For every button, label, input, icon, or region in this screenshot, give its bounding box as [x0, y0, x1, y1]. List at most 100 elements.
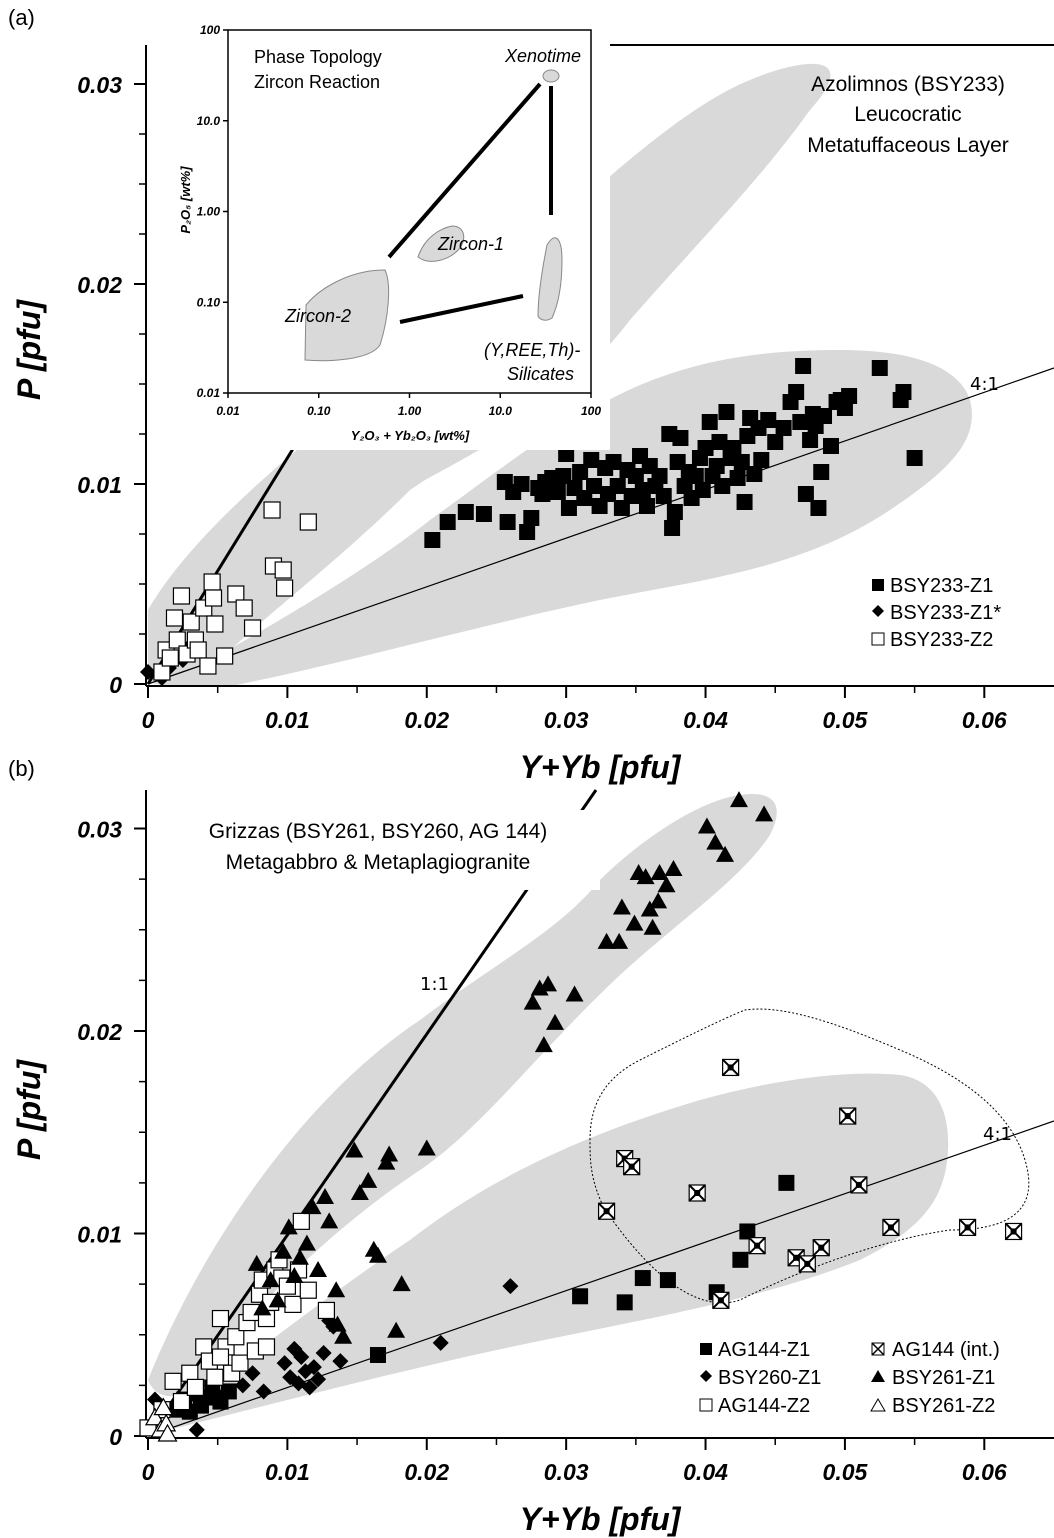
panel-b-legend-label-bsy260-z1: BSY260-Z1	[718, 1367, 821, 1389]
panel-a-point-bsy233-z1	[895, 384, 912, 400]
panel-a-x-tick-label: 0.02	[404, 707, 449, 733]
panel-b-point-bsy261-z1	[392, 1275, 411, 1292]
panel-a-point-bsy233-z2	[243, 619, 262, 637]
inset-field-silicates	[537, 237, 563, 321]
panel-a-point-bsy233-z1	[841, 388, 858, 404]
panel-b-point-bsy261-z1	[316, 1188, 335, 1205]
inset-chart: 0.01 0.10 1.00 10.0 100 0.01 0.10 1.00 10.0 100 P…	[170, 23, 610, 450]
panel-a-x-tick-label: 0	[142, 707, 155, 733]
panel-b-x-tick-label: 0	[142, 1459, 155, 1485]
panel-a-point-bsy233-z1	[701, 414, 718, 430]
panel-b-ag144-int-outline	[589, 1008, 1030, 1304]
panel-b-point-bsy261-z1	[755, 805, 774, 822]
panel-a-point-bsy233-z2	[274, 561, 292, 579]
panel-b-x-tick-label: 0.04	[683, 1459, 728, 1485]
panel-b-point-ag144-int	[839, 1107, 857, 1125]
panel-a-point-bsy233-z1	[775, 420, 792, 436]
inset-label-zircon-1: Zircon-1	[437, 234, 504, 254]
panel-b-point-bsy261-z1	[539, 975, 558, 992]
panel-b-point-ag144-z1	[739, 1223, 756, 1240]
panel-a-point-bsy233-z2	[161, 649, 179, 667]
panel-b-point-bsy261-z1	[328, 1315, 347, 1332]
panel-b-point-bsy261-z1	[350, 1184, 369, 1200]
panel-a-annotation-line-1: Azolimnos (BSY233)	[811, 73, 1005, 96]
panel-a-point-bsy233-z1	[687, 468, 704, 484]
panel-b-point-ag144-z2	[211, 1309, 230, 1328]
panel-a-legend-marker-bsy233-z1-star	[872, 605, 884, 617]
panel-a-point-bsy233-z1	[634, 482, 651, 498]
panel-b-point-bsy261-z1	[253, 1299, 272, 1316]
panel-b-annotation: Grizzas (BSY261, BSY260, AG 144) Metagab…	[160, 810, 600, 890]
panel-b-x-tick-label: 0.05	[823, 1459, 869, 1485]
panel-b-legend-marker-ag144-z1	[700, 1343, 712, 1355]
panel-a-point-bsy233-z1	[906, 450, 923, 466]
panel-a-point-bsy233-z1	[736, 494, 753, 510]
panel-a-point-bsy233-z2	[189, 641, 207, 659]
panel-b-point-ag144-z2	[292, 1212, 310, 1230]
panel-a-point-bsy233-z1	[767, 434, 784, 450]
panel-b-legend-marker-bsy261-z2	[870, 1398, 886, 1412]
panel-a-point-bsy233-z1	[697, 440, 714, 456]
panel-b-point-ag144-int	[798, 1255, 816, 1273]
panel-a-point-bsy233-z1	[810, 500, 827, 516]
panel-b-point-bsy261-z1	[285, 1267, 304, 1284]
panel-b-point-ag144-int	[850, 1176, 868, 1194]
panel-b-point-bsy260-z1	[332, 1353, 349, 1370]
panel-a-legend-label-bsy233-z2: BSY233-Z2	[890, 629, 993, 651]
panel-b-point-ag144-z1	[778, 1174, 795, 1191]
panel-b-point-ag144-int	[748, 1236, 766, 1255]
panel-b-x-tick-label: 0.02	[404, 1459, 449, 1485]
panel-a: (a) 4:1 0 0.01 0.02 0.03 0.04 0.05 0.0600.010.…	[8, 5, 1054, 785]
panel-a-annotation-line-2: Leucocratic	[854, 103, 961, 126]
panel-a-legend-label-bsy233-z1-star: BSY233-Z1*	[890, 602, 1001, 624]
panel-b-point-bsy261-z2	[157, 1423, 178, 1442]
panel-b-legend-label-ag144-z1: AG144-Z1	[718, 1339, 810, 1361]
inset-y-tick-label: 0.01	[197, 386, 221, 400]
panel-a-point-bsy233-z1	[586, 478, 603, 494]
panel-b-axes: 0 0.01 0.02 0.03 0.04 0.05 0.06 0 0.01 0.02 0.03	[77, 790, 1054, 1485]
panel-a-point-bsy233-z1	[813, 464, 830, 480]
panel-a-point-bsy233-z2	[206, 615, 224, 633]
panel-b-refline-1to1	[146, 789, 598, 1437]
panel-b-ticks: 0 0.01 0.02 0.03 0.04 0.05 0.06 0 0.01 0.02 0.03	[77, 817, 1007, 1486]
panel-a-point-bsy233-z2	[168, 631, 186, 649]
panel-a-point-bsy233-z2	[182, 613, 200, 631]
inset-field-xenotime	[542, 69, 560, 83]
panel-a-x-tick-label: 0.03	[544, 707, 589, 733]
panel-b-point-bsy261-z1	[320, 1212, 339, 1229]
panel-b-point-bsy261-z1	[565, 985, 584, 1002]
panel-a-point-bsy233-z2	[172, 587, 191, 605]
panel-a-point-bsy233-z1	[746, 466, 763, 482]
panel-b-y-tick-label: 0.02	[77, 1019, 122, 1045]
panel-b-legend-marker-ag144-int	[871, 1342, 885, 1356]
panel-b-point-bsy261-z1	[597, 932, 616, 949]
panel-a-point-bsy233-z1	[651, 468, 668, 484]
panel-b-xlabel: Y+Yb [pfu]	[520, 1501, 682, 1537]
panel-a-point-bsy233-z1	[583, 452, 600, 468]
panel-b-point-ag144-int	[712, 1291, 730, 1310]
panel-b-point-bsy260-z1	[305, 1359, 322, 1376]
panel-b-point-bsy261-z1	[650, 864, 669, 881]
panel-b-point-bsy261-z1	[612, 898, 631, 915]
panel-a-label: (a)	[8, 5, 35, 30]
panel-a-point-bsy233-z1	[439, 514, 456, 530]
panel-a-point-bsy233-z1	[711, 434, 728, 450]
panel-a-point-bsy233-z1	[822, 438, 839, 454]
panel-b-x-tick-label: 0.01	[265, 1459, 310, 1485]
inset-y-tick-label: 10.0	[197, 114, 221, 128]
panel-a-point-bsy233-z1	[733, 454, 750, 470]
panel-b-point-ag144-int	[1004, 1222, 1023, 1241]
inset-frame	[227, 29, 592, 394]
inset-ticks: 0.01 0.10 1.00 10.0 100 0.01 0.10 1.00 10.0 100	[197, 23, 602, 418]
panel-b-point-ag144-z2	[231, 1354, 249, 1372]
inset-x-tick-label: 10.0	[489, 404, 513, 418]
inset-field-zircon-2	[304, 269, 390, 362]
panel-a-point-bsy233-z1	[523, 510, 540, 526]
inset-y-tick-label: 1.00	[197, 205, 221, 219]
panel-a-annotation: Azolimnos (BSY233) Leucocratic Metatuffa…	[807, 73, 1009, 157]
inset-y-tick-label: 100	[200, 23, 220, 37]
panel-a-point-bsy233-z1	[714, 478, 731, 494]
panel-a-legend-label-bsy233-z1: BSY233-Z1	[890, 575, 993, 597]
panel-b-point-ag144-z1	[659, 1272, 676, 1289]
